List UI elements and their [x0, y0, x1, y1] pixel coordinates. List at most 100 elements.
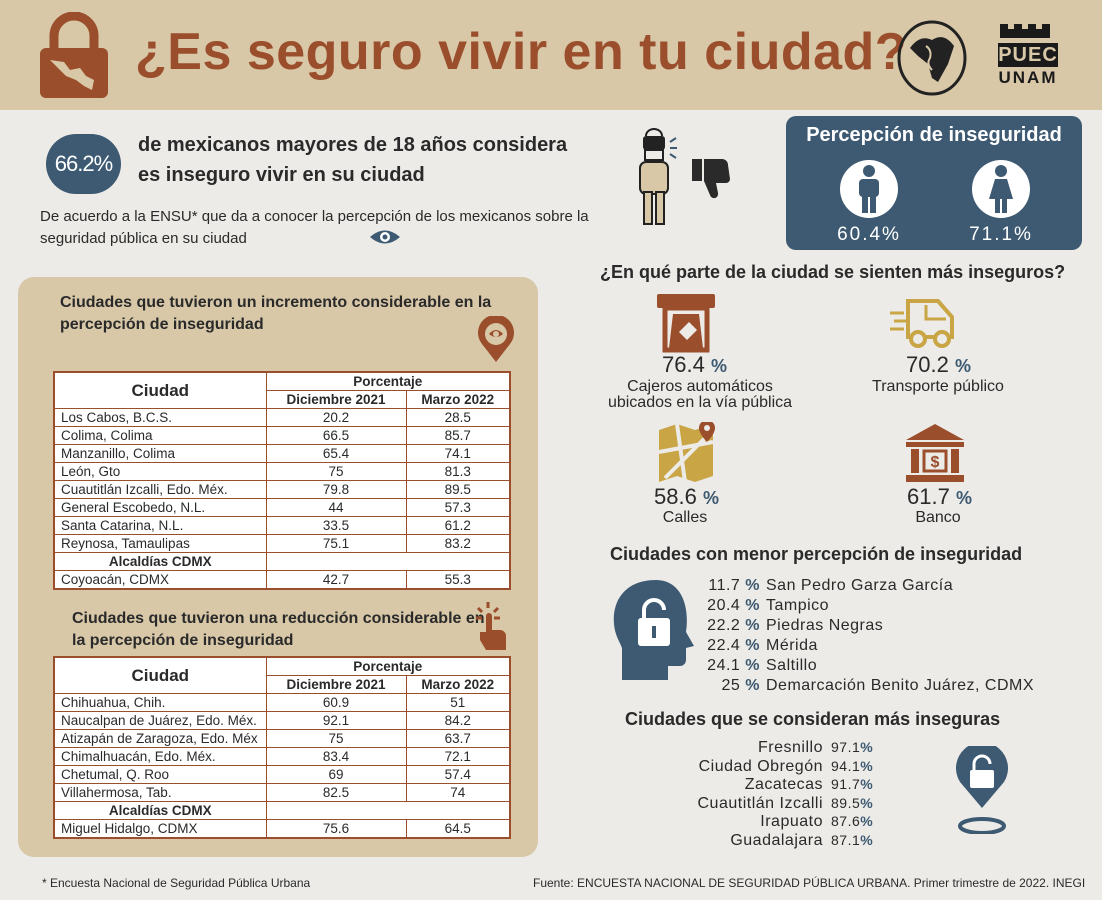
- cell-city: Atizapán de Zaragoza, Edo. Méx: [53, 729, 267, 748]
- transport-value: 70.2 %: [906, 352, 971, 378]
- padlock-pin-icon: [956, 746, 1008, 834]
- cell-dec: 83.4: [265, 747, 407, 766]
- cell-city: Los Cabos, B.C.S.: [53, 408, 267, 427]
- cell-dec: 33.5: [265, 516, 407, 535]
- table-row: Miguel Hidalgo, CDMX 75.6 64.5: [53, 819, 511, 839]
- list-item-value: 89.5%: [823, 794, 883, 813]
- value-number: 22.2: [707, 617, 741, 634]
- percent-mark: %: [745, 577, 760, 594]
- cell-dec: 92.1: [265, 711, 407, 730]
- puec-logo: PUEC UNAM: [998, 20, 1058, 90]
- value-number: 24.1: [707, 657, 741, 674]
- cell-city: Chetumal, Q. Roo: [53, 765, 267, 784]
- list-item: Irapuato 87.6%: [687, 812, 883, 831]
- cell-dec: 75.1: [265, 534, 407, 553]
- table-row: Chihuahua, Chih. 60.9 51: [53, 693, 511, 712]
- list-item: 25 % Demarcación Benito Juárez, CDMX: [706, 676, 1034, 696]
- bank-value-number: 61.7: [907, 484, 950, 509]
- atm-icon: [657, 294, 715, 353]
- cell-mar: 74: [405, 783, 511, 802]
- cell-dec: 75: [265, 462, 407, 481]
- table-subheader-row: Diciembre 2021 Marzo 2022: [54, 390, 511, 409]
- cell-dec: 69: [265, 765, 407, 784]
- headline-line-1: de mexicanos mayores de 18 años consider…: [138, 134, 568, 156]
- table-row: General Escobedo, N.L. 44 57.3: [53, 498, 511, 517]
- list-item-city: San Pedro Garza García: [766, 577, 954, 594]
- list-item: 22.4 % Mérida: [706, 636, 1034, 656]
- list-item-city: Piedras Negras: [766, 617, 884, 634]
- percent-mark: %: [745, 597, 760, 614]
- atm-value-number: 76.4: [662, 352, 705, 377]
- unam-seal-icon: [897, 20, 967, 96]
- streets-value-number: 58.6: [654, 484, 697, 509]
- cell-dec: 44: [265, 498, 407, 517]
- table-row: Manzanillo, Colima 65.4 74.1: [53, 444, 511, 463]
- unam-text: UNAM: [998, 68, 1058, 87]
- list-item-value: 24.1 %: [706, 656, 760, 676]
- value-number: 89.5: [831, 794, 861, 811]
- table-header-row: Ciudad Porcentaje: [53, 371, 511, 409]
- column-header-mar: Marzo 2022: [405, 675, 511, 694]
- cell-mar: 63.7: [405, 729, 511, 748]
- list-item-value: 94.1%: [823, 757, 883, 776]
- least-perception-heading: Ciudades con menor percepción de insegur…: [610, 544, 1023, 564]
- list-item-value: 87.6%: [823, 812, 883, 831]
- list-item-city: Cuautitlán Izcalli: [697, 794, 823, 812]
- value-number: 87.6: [831, 813, 861, 830]
- cell-mar: 74.1: [405, 444, 511, 463]
- cell-mar: 57.3: [405, 498, 511, 517]
- list-item: Ciudad Obregón 94.1%: [687, 757, 883, 776]
- perception-title: Percepción de inseguridad: [806, 124, 1062, 146]
- list-item: Guadalajara 87.1%: [687, 831, 883, 850]
- list-item-value: 11.7 %: [706, 576, 760, 596]
- cdmx-subheader-blank: [265, 801, 511, 820]
- cell-dec: 82.5: [265, 783, 407, 802]
- table-row: Atizapán de Zaragoza, Edo. Méx 75 63.7: [53, 729, 511, 748]
- list-item: 11.7 % San Pedro Garza García: [706, 576, 1034, 596]
- percent-mark: %: [710, 356, 727, 376]
- castle-icon: [1000, 24, 1050, 38]
- cell-city: General Escobedo, N.L.: [53, 498, 267, 517]
- cell-city: Villahermosa, Tab.: [53, 783, 267, 802]
- women-perception-value: 71.1%: [969, 224, 1033, 245]
- table-row: Reynosa, Tamaulipas 75.1 83.2: [53, 534, 511, 553]
- percent-mark: %: [860, 776, 874, 793]
- percent-mark: %: [860, 739, 874, 755]
- man-figure-circle: [840, 160, 898, 218]
- streets-label: Calles: [662, 509, 708, 526]
- headline-percent-badge: 66.2%: [46, 134, 121, 194]
- value-number: 25: [721, 677, 741, 694]
- table-row: Naucalpan de Juárez, Edo. Méx. 92.1 84.2: [53, 711, 511, 730]
- cell-mar: 51: [405, 693, 511, 712]
- least-perception-list: 11.7 % San Pedro Garza García 20.4 % Tampic…: [706, 576, 1034, 696]
- cell-mar: 72.1: [405, 747, 511, 766]
- column-header-mar: Marzo 2022: [405, 390, 511, 409]
- pointing-hand-icon: [476, 602, 506, 650]
- streets-value: 58.6 %: [654, 484, 719, 510]
- list-item-city: Mérida: [766, 637, 818, 654]
- cell-mar: 55.3: [405, 570, 511, 590]
- woman-icon: [989, 165, 1013, 213]
- table-subheader-cdmx: Alcaldías CDMX: [53, 801, 511, 820]
- increase-table: Ciudad Porcentaje Diciembre 2021 Marzo 2…: [53, 371, 511, 590]
- cell-mar: 57.4: [405, 765, 511, 784]
- padlock-mexico-icon: [40, 12, 108, 98]
- decrease-heading: Ciudades que tuvieron una reducción cons…: [72, 610, 485, 649]
- percent-mark: %: [954, 356, 971, 376]
- percent-mark: %: [955, 488, 972, 508]
- cell-dec: 75: [265, 729, 407, 748]
- list-item-value: 91.7%: [823, 775, 883, 794]
- table-row: Colima, Colima 66.5 85.7: [53, 426, 511, 445]
- cell-dec: 79.8: [265, 480, 407, 499]
- list-item: Zacatecas 91.7%: [687, 775, 883, 794]
- decrease-table: Ciudad Porcentaje Diciembre 2021 Marzo 2…: [53, 656, 511, 839]
- cell-dec: 75.6: [265, 819, 407, 839]
- table-header-row: Ciudad Porcentaje: [53, 656, 511, 694]
- cell-city: Coyoacán, CDMX: [53, 570, 267, 590]
- cell-dec: 65.4: [265, 444, 407, 463]
- increase-heading: Ciudades que tuvieron un incremento cons…: [60, 294, 492, 333]
- cell-mar: 28.5: [405, 408, 511, 427]
- cell-mar: 85.7: [405, 426, 511, 445]
- cell-mar: 64.5: [405, 819, 511, 839]
- list-item: Cuautitlán Izcalli 89.5%: [687, 794, 883, 813]
